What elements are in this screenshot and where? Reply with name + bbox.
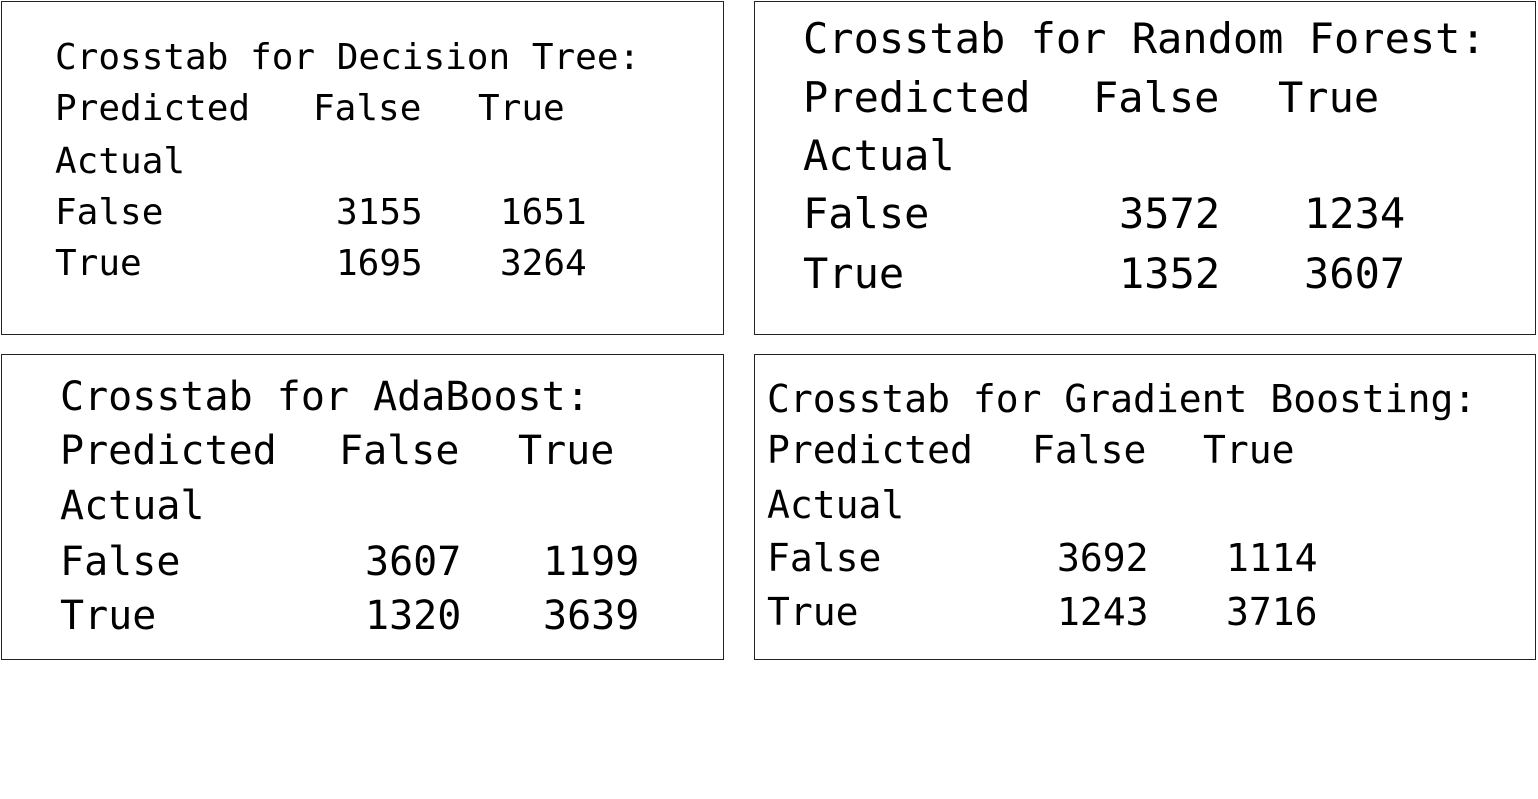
crosstab-output: Crosstab for Decision Tree: Predicted Fa…	[55, 40, 640, 292]
row-label-true: True	[803, 249, 905, 298]
column-header-false: False	[1093, 73, 1220, 122]
row-label-true: True	[60, 593, 157, 639]
cell-false-true: 1114	[1226, 536, 1318, 580]
crosstab-panel-adaboost: Crosstab for AdaBoost: Predicted False T…	[1, 354, 724, 660]
cell-true-true: 3264	[500, 243, 587, 284]
table-row-actual-true: True 1352 3607	[803, 249, 1405, 463]
cell-false-true: 1199	[543, 539, 640, 585]
crosstab-output: Crosstab for Random Forest: Predicted Fa…	[803, 18, 1486, 312]
column-header-row: Predicted False True	[60, 431, 614, 631]
cell-true-true: 3716	[1226, 590, 1318, 634]
column-header-false: False	[313, 88, 422, 129]
crosstab-title: Crosstab for Gradient Boosting:	[767, 377, 1477, 421]
crosstab-panel-random-forest: Crosstab for Random Forest: Predicted Fa…	[754, 1, 1536, 335]
row-axis-label: Actual	[803, 131, 955, 180]
cell-false-false: 3692	[1057, 536, 1149, 580]
crosstab-title: Crosstab for Random Forest:	[803, 14, 1486, 63]
column-header-row: Predicted False True	[55, 91, 565, 271]
cell-true-false: 1352	[1119, 249, 1221, 298]
column-header-true: True	[1278, 73, 1380, 122]
cell-true-false: 1243	[1057, 590, 1149, 634]
column-header-false: False	[339, 428, 460, 474]
table-row-actual-false: False 3572 1234	[803, 189, 1405, 403]
cell-true-true: 3607	[1304, 249, 1406, 298]
row-label-true: True	[767, 590, 859, 634]
crosstab-title: Crosstab for AdaBoost:	[60, 374, 590, 420]
cell-false-true: 1651	[500, 192, 587, 233]
cell-false-false: 3155	[336, 192, 423, 233]
column-axis-label: Predicted	[55, 88, 251, 129]
column-axis-label: Predicted	[767, 428, 973, 472]
cell-false-true: 1234	[1304, 189, 1406, 238]
column-header-true: True	[478, 88, 565, 129]
column-axis-label: Predicted	[60, 428, 277, 474]
table-row-actual-true: True 1695 3264	[55, 243, 587, 426]
crosstab-title: Crosstab for Decision Tree:	[55, 37, 641, 78]
column-header-true: True	[518, 428, 615, 474]
crosstab-panel-gradient-boosting: Crosstab for Gradient Boosting: Predicte…	[754, 354, 1536, 660]
cell-true-false: 1320	[365, 593, 462, 639]
row-axis-label: Actual	[60, 483, 205, 529]
crosstab-output: Crosstab for Gradient Boosting: Predicte…	[767, 380, 1476, 646]
row-label-false: False	[60, 539, 181, 585]
column-header-row: Predicted False True	[803, 77, 1379, 287]
row-label-true: True	[55, 243, 142, 284]
cell-false-false: 3572	[1119, 189, 1221, 238]
table-row-actual-true: True 1243 3716	[767, 590, 1318, 783]
column-header-false: False	[1032, 428, 1147, 472]
row-axis-label: Actual	[767, 483, 905, 527]
cell-true-false: 1695	[336, 243, 423, 284]
table-row-actual-false: False 3607 1199	[60, 539, 639, 742]
column-header-true: True	[1203, 428, 1295, 472]
cell-true-true: 3639	[543, 593, 640, 639]
row-label-false: False	[767, 536, 882, 580]
cell-false-false: 3607	[365, 539, 462, 585]
row-label-false: False	[55, 192, 164, 233]
table-row-actual-true: True 1320 3639	[60, 593, 639, 796]
row-axis-label: Actual	[55, 141, 186, 182]
table-row-actual-false: False 3692 1114	[767, 536, 1318, 729]
table-row-actual-false: False 3155 1651	[55, 192, 587, 375]
row-label-false: False	[803, 189, 930, 238]
crosstab-panel-decision-tree: Crosstab for Decision Tree: Predicted Fa…	[1, 1, 724, 335]
crosstab-output: Crosstab for AdaBoost: Predicted False T…	[60, 377, 639, 657]
column-axis-label: Predicted	[803, 73, 1031, 122]
column-header-row: Predicted False True	[767, 431, 1295, 621]
